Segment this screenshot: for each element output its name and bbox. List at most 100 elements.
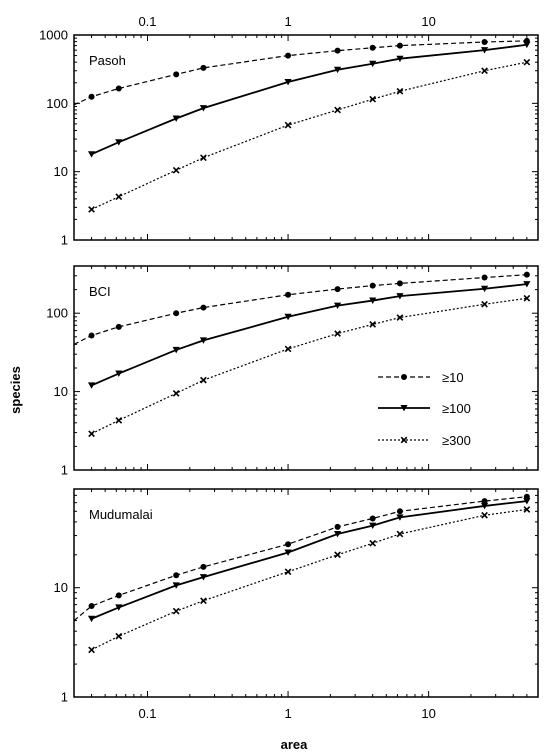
top-x-tick-label: 1 <box>284 14 291 29</box>
series-2 <box>87 41 531 158</box>
data-point <box>199 574 208 581</box>
data-point <box>480 285 489 293</box>
data-point <box>200 376 207 384</box>
data-point <box>87 382 96 389</box>
data-point <box>523 41 531 49</box>
data-point <box>334 523 341 530</box>
legend-swatch-marker <box>400 405 408 412</box>
legend-label: ≥100 <box>442 401 471 416</box>
data-point <box>285 291 292 298</box>
data-point <box>480 47 489 54</box>
series-line <box>91 500 527 620</box>
data-point <box>285 52 292 59</box>
data-point <box>284 313 292 321</box>
data-point <box>284 121 292 129</box>
panel-mudumalai: 1 10 Mudumalai <box>54 488 539 705</box>
data-point <box>200 304 207 311</box>
data-point <box>369 321 377 328</box>
data-point <box>334 47 341 54</box>
y-tick-label: 100 <box>46 306 68 321</box>
y-axis-title: species <box>8 366 23 414</box>
data-point <box>88 430 95 438</box>
series-line <box>91 297 527 435</box>
data-point <box>369 515 376 522</box>
data-point <box>481 274 488 281</box>
series-line <box>91 508 527 651</box>
data-point <box>369 60 377 68</box>
data-point <box>88 206 95 213</box>
data-point <box>481 67 488 75</box>
data-point <box>396 55 404 63</box>
data-point <box>369 522 377 530</box>
series-line <box>91 43 527 156</box>
series-2 <box>87 498 531 623</box>
data-point <box>115 416 123 424</box>
data-point <box>523 294 531 302</box>
panel-title: Mudumalai <box>89 507 153 522</box>
data-point <box>172 607 180 615</box>
bottom-x-tick-label: 10 <box>421 706 435 721</box>
data-point <box>200 154 207 162</box>
data-point <box>369 282 376 289</box>
data-point <box>284 549 292 556</box>
data-point <box>396 293 404 300</box>
series-3 <box>88 506 531 654</box>
bottom-x-tick-label: 0.1 <box>138 706 156 721</box>
y-tick-label: 10 <box>54 580 68 595</box>
data-point <box>285 541 292 548</box>
data-point <box>199 337 208 344</box>
data-point <box>115 604 123 611</box>
data-point <box>396 530 404 538</box>
data-point <box>173 572 180 579</box>
data-point <box>172 166 180 174</box>
data-point <box>369 297 377 304</box>
y-tick-label: 1 <box>61 690 68 705</box>
data-point <box>333 531 342 538</box>
series-2 <box>87 281 531 389</box>
data-point <box>369 539 377 547</box>
series-1 <box>73 37 530 106</box>
top-x-tick-label: 0.1 <box>138 14 156 29</box>
data-point <box>173 310 180 317</box>
series-line <box>73 274 527 345</box>
panel-title: BCI <box>89 284 111 299</box>
data-point <box>396 508 403 515</box>
series-1 <box>73 271 530 345</box>
data-point <box>115 592 122 599</box>
data-point <box>199 105 208 112</box>
y-tick-label: 1 <box>61 233 68 248</box>
data-point <box>481 38 488 45</box>
data-point <box>334 330 341 337</box>
data-point <box>200 563 207 570</box>
data-point <box>333 302 342 310</box>
series-3 <box>88 294 531 438</box>
x-axis-title: area <box>281 737 309 752</box>
legend-label: ≥300 <box>442 433 471 448</box>
data-point <box>87 151 96 158</box>
panel-frame <box>73 34 539 241</box>
data-point <box>334 106 341 114</box>
data-point <box>284 568 292 576</box>
data-point <box>523 281 531 288</box>
data-point <box>396 314 404 321</box>
data-point <box>481 300 488 308</box>
series-1 <box>73 493 530 622</box>
top-x-tick-label: 10 <box>421 14 435 29</box>
legend-entry: ≥10 <box>378 370 464 385</box>
series-line <box>91 283 527 387</box>
data-point <box>481 498 488 505</box>
y-tick-label: 100 <box>46 96 68 111</box>
y-tick-label: 10 <box>54 384 68 399</box>
bottom-x-axis: 0.1 1 10 <box>138 706 435 721</box>
data-point <box>115 632 123 640</box>
bottom-x-tick-label: 1 <box>284 706 291 721</box>
series-3 <box>88 58 531 213</box>
data-point <box>88 93 95 100</box>
data-point <box>115 85 122 92</box>
data-point <box>115 139 123 146</box>
data-point <box>88 603 95 610</box>
data-point <box>115 370 123 377</box>
data-point <box>87 615 96 623</box>
data-point <box>334 551 341 559</box>
data-point <box>172 115 180 122</box>
